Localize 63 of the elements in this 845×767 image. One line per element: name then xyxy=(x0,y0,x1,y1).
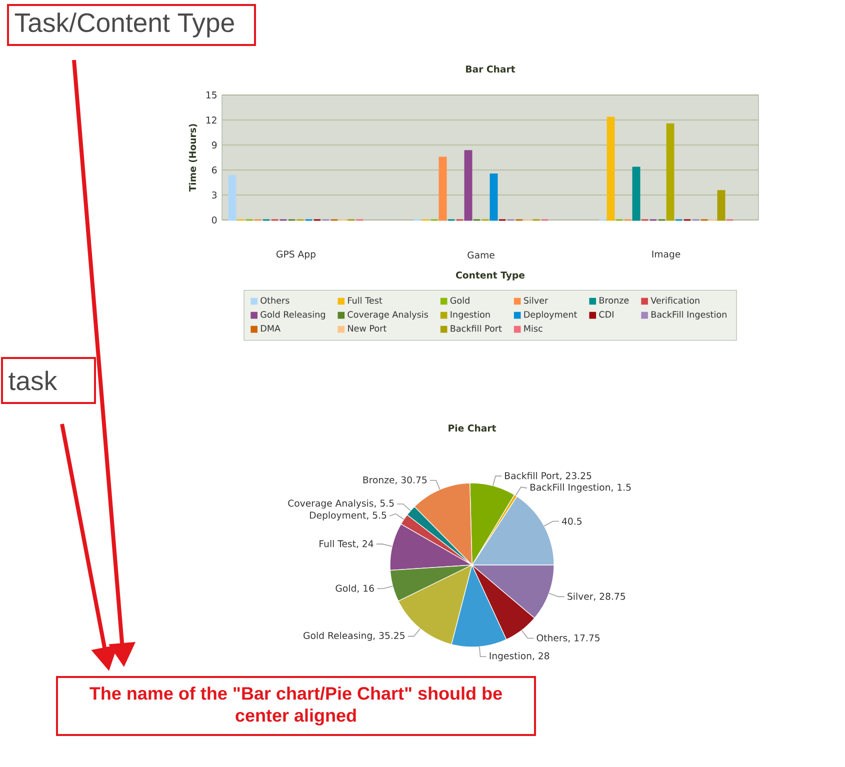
legend-label: Coverage Analysis xyxy=(348,310,428,320)
y-tick-label: 3 xyxy=(212,191,217,199)
data-label: , 17.75 xyxy=(568,634,600,642)
bar xyxy=(464,150,472,221)
data-label: , 28.75 xyxy=(594,592,626,601)
legend-label: Full Test xyxy=(348,296,382,304)
bar xyxy=(606,116,615,221)
y-tick-label: 9 xyxy=(212,141,217,149)
slice-label: Coverage Analysis xyxy=(288,499,374,509)
legend-label: New Port xyxy=(348,325,386,332)
x-axis-title: Content Type xyxy=(456,272,525,280)
slice-label: Bronze xyxy=(363,476,394,484)
data-label: , 1.5 xyxy=(611,484,631,492)
chart-title: Bar Chart xyxy=(466,65,516,73)
text: task xyxy=(8,370,58,390)
x-tick-label: Image xyxy=(652,250,680,260)
y-tick-label: 12 xyxy=(206,116,216,124)
data-label: , 28 xyxy=(532,652,550,660)
text: The name of the "Bar chart/Pie Chart" should be center aligned xyxy=(90,686,502,726)
y-tick-label: 0 xyxy=(212,216,217,224)
legend-label: Gold Releasing xyxy=(260,310,325,320)
bar xyxy=(632,166,640,221)
bar xyxy=(717,190,726,221)
legend-label: Others xyxy=(260,296,290,304)
data-label: , 30.75 xyxy=(395,476,427,484)
x-tick-label: GPS App xyxy=(276,250,316,260)
legend-label: Silver xyxy=(524,296,548,304)
bar xyxy=(666,123,674,221)
slice-label: Silver xyxy=(568,592,594,600)
bar xyxy=(228,175,236,221)
legend-label: Backfill Port xyxy=(450,324,502,332)
data-label: , 5.5 xyxy=(366,512,386,520)
legend-label: Verification xyxy=(650,296,700,304)
legend-label: DMA xyxy=(261,325,280,332)
chart-title: Pie Chart xyxy=(448,424,496,432)
text: Task/Content Type xyxy=(14,12,234,38)
data-label: , 24 xyxy=(356,540,374,548)
slice-label: Others xyxy=(536,634,568,642)
legend-label: Gold xyxy=(450,296,470,304)
data-label: , 5.5 xyxy=(374,500,394,508)
slice-label: Deployment xyxy=(310,511,366,521)
x-tick-label: Game xyxy=(468,251,494,259)
y-axis-title: Time (Hours) xyxy=(188,124,198,192)
slice-label: Gold xyxy=(336,584,356,592)
legend-label: Ingestion xyxy=(450,310,490,320)
legend-label: Bronze xyxy=(600,297,629,304)
data-label: , 23.25 xyxy=(560,472,592,480)
y-tick-label: 15 xyxy=(206,92,216,98)
y-tick-label: 6 xyxy=(212,166,217,174)
legend-label: BackFill Ingestion xyxy=(651,310,726,320)
legend-label: Misc xyxy=(524,324,542,332)
bar xyxy=(490,173,498,221)
data-label: 40.5 xyxy=(562,518,582,525)
slice-label: Gold Releasing xyxy=(304,632,372,641)
data-label: , 16 xyxy=(357,584,374,593)
legend-label: CDI xyxy=(599,311,614,318)
legend-label: Deployment xyxy=(524,310,578,320)
slice-label: Ingestion xyxy=(490,652,532,662)
slice-label: Backfill Port xyxy=(505,472,560,480)
bar xyxy=(438,156,447,221)
slice-label: BackFill Ingestion xyxy=(530,484,610,493)
slice-label: Full Test xyxy=(320,540,356,548)
data-label: , 35.25 xyxy=(373,632,404,640)
